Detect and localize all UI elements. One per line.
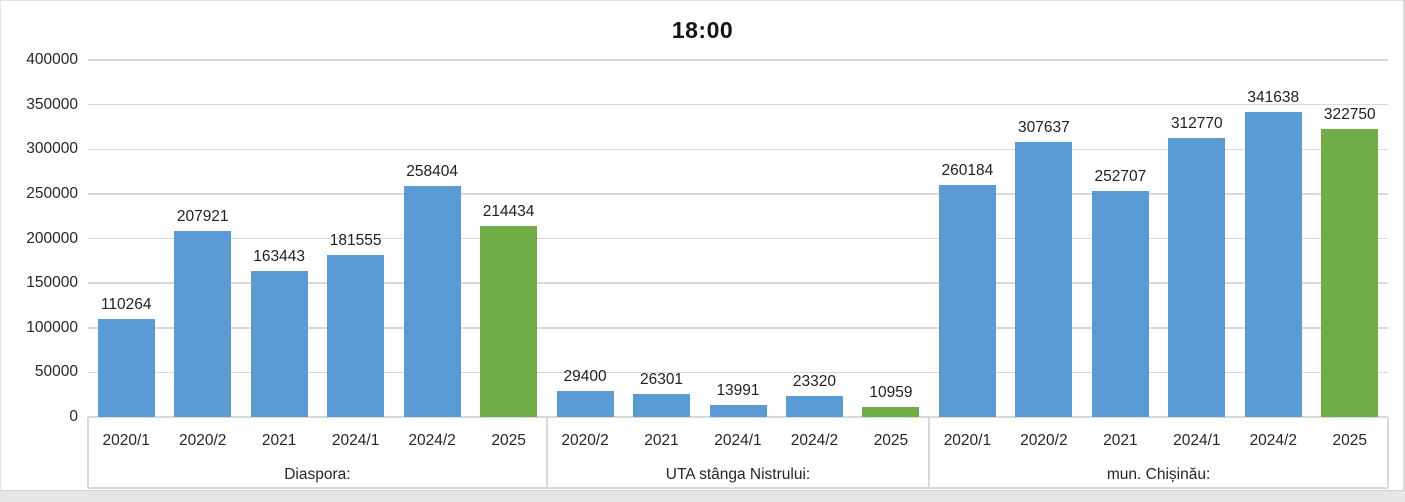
bar-value-label: 10959 (869, 384, 913, 402)
chart-frame-bottom-edge (0, 490, 1405, 502)
bar (709, 404, 767, 417)
group-divider (928, 417, 930, 488)
category-label: 2020/2 (178, 431, 227, 449)
bar-value-label: 260184 (941, 161, 994, 179)
category-label: 2020/1 (102, 431, 150, 449)
group-divider (87, 417, 89, 488)
bar-value-label: 181555 (329, 231, 382, 249)
bar-value-label: 110264 (100, 295, 152, 313)
bar (785, 396, 843, 417)
gridline (88, 59, 1388, 61)
chart-title: 18:00 (671, 17, 734, 43)
category-label: 2025 (873, 431, 909, 449)
chart-frame-right-edge (1403, 0, 1405, 502)
bar (1168, 137, 1226, 417)
y-axis-tick-label: 400000 (26, 51, 78, 68)
bar (327, 254, 385, 417)
bar (1015, 142, 1073, 417)
gridline (88, 327, 1388, 329)
category-label: 2021 (644, 431, 679, 449)
category-label: 2024/2 (1249, 431, 1297, 449)
bar-value-label: 26301 (639, 370, 684, 388)
bar (480, 225, 538, 417)
category-label: 2020/1 (943, 431, 992, 449)
category-label: 2025 (491, 431, 526, 449)
bar-value-label: 214434 (482, 202, 535, 220)
y-axis-tick-label: 250000 (26, 184, 78, 202)
category-label: 2025 (1332, 431, 1367, 449)
bar (1321, 128, 1379, 417)
bar (938, 184, 996, 417)
y-axis-tick-label: 350000 (26, 95, 78, 113)
bar-value-label: 341638 (1247, 89, 1300, 107)
gridline (88, 282, 1388, 284)
bar-value-label: 13991 (716, 381, 760, 399)
bar (403, 186, 461, 417)
bar-value-label: 312770 (1170, 114, 1223, 132)
category-label: 2021 (1103, 431, 1138, 449)
bar-value-label: 163443 (253, 248, 306, 266)
bar-value-label: 29400 (563, 367, 607, 385)
y-axis-tick-label: 200000 (26, 229, 78, 247)
bar (633, 393, 691, 417)
gridline (88, 193, 1388, 195)
group-label: Diaspora: (284, 466, 351, 483)
category-label: 2024/1 (1173, 431, 1221, 449)
gridline (88, 237, 1388, 240)
bar (862, 407, 920, 417)
y-axis-tick-label: 100000 (26, 318, 78, 336)
category-label: 2024/1 (714, 431, 762, 449)
chart-frame-top-edge (0, 0, 1405, 1)
bar-value-label: 207921 (176, 208, 229, 226)
y-axis-tick-label: 150000 (26, 274, 78, 292)
gridline (88, 103, 1388, 106)
bar-value-label: 252707 (1094, 168, 1147, 186)
category-label: 2020/2 (1020, 431, 1068, 449)
y-axis-tick-label: 300000 (26, 140, 78, 158)
y-axis-tick-label: 50000 (34, 363, 78, 381)
group-divider (546, 417, 548, 488)
bar-value-label: 23320 (792, 373, 837, 391)
group-label: UTA stânga Nistrului: (665, 466, 811, 483)
group-label: mun. Chișinău: (1106, 466, 1211, 483)
gridline (88, 148, 1388, 150)
y-axis-tick-label: 0 (69, 408, 78, 425)
bar (174, 231, 232, 417)
bar (1244, 112, 1302, 417)
bar (97, 318, 155, 417)
axis-area-bottom-border (88, 487, 1388, 489)
bar-value-label: 322750 (1323, 105, 1376, 123)
group-divider (1387, 417, 1389, 488)
category-label: 2024/2 (408, 431, 456, 449)
category-label: 2024/1 (331, 431, 380, 449)
bar-value-label: 307637 (1018, 119, 1070, 137)
bar (1091, 191, 1149, 417)
category-label: 2024/2 (790, 431, 839, 449)
gridline (88, 416, 1388, 418)
bar (250, 271, 308, 417)
gridline (88, 371, 1388, 374)
category-label: 2020/2 (561, 431, 609, 449)
bar-value-label: 258404 (406, 163, 458, 181)
chart-frame-left-edge (0, 0, 1, 502)
category-label: 2021 (261, 431, 297, 449)
bar (556, 390, 614, 417)
